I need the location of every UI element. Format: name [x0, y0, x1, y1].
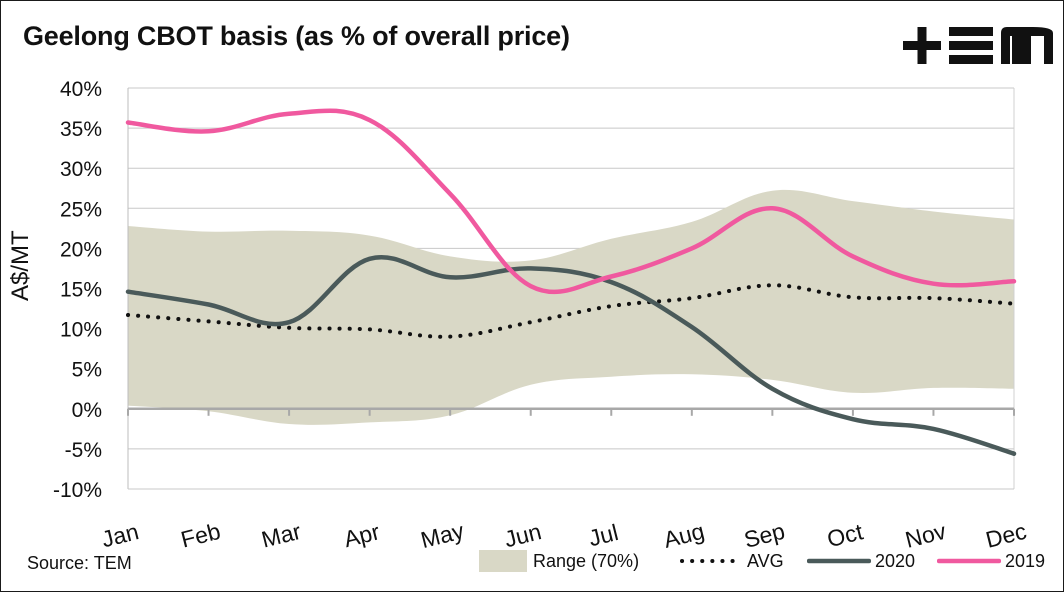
y-tick-label: 30%	[60, 158, 102, 181]
x-tick-label: Jun	[502, 518, 544, 549]
avg-series-line	[126, 283, 1016, 339]
legend-swatch-2019	[937, 558, 1001, 564]
x-tick-label: Feb	[178, 518, 223, 549]
x-tick-label: Jan	[99, 518, 141, 549]
2019-series-line	[125, 108, 1017, 295]
tem-logo-mark	[903, 27, 1053, 64]
y-tick-label: -10%	[53, 479, 102, 502]
y-tick-label: 0%	[72, 399, 102, 422]
legend-label-range: Range (70%)	[533, 550, 640, 571]
y-tick-label: -5%	[65, 439, 102, 462]
x-tick-label: Sep	[741, 518, 787, 549]
legend-item-avg: AVG	[679, 550, 784, 572]
legend-item-range: Range (70%)	[479, 550, 639, 572]
y-tick-label: 5%	[72, 359, 102, 382]
y-tick-label: 25%	[60, 198, 102, 221]
legend-swatch-2020	[807, 558, 871, 564]
y-tick-label: 10%	[60, 319, 102, 342]
source-note: Source: TEM	[27, 553, 132, 573]
2020-series-line	[125, 255, 1017, 456]
legend-item-2020: 2020	[807, 550, 915, 572]
legend-label-2020: 2020	[875, 550, 916, 571]
tem-logo	[903, 27, 1053, 72]
x-tick-label: Jul	[586, 519, 621, 549]
chart-plot: -10% -5% 0% 5% 10% 15% 20% 25% 30% 35% 40% Jan Feb Ma…	[53, 78, 1029, 549]
x-tick-label: Aug	[661, 518, 707, 549]
legend-swatch-avg	[680, 559, 738, 563]
legend-label-avg: AVG	[747, 550, 784, 571]
x-tick-label: May	[418, 517, 467, 549]
x-tick-label: Mar	[259, 518, 304, 549]
x-tick-label: Dec	[983, 518, 1029, 549]
range-area	[128, 189, 1014, 425]
axes	[127, 88, 1015, 490]
legend-label-2019: 2019	[1005, 550, 1046, 571]
legend-item-2019: 2019	[937, 550, 1045, 572]
y-tick-label: 20%	[60, 238, 102, 261]
chart-title: Geelong CBOT basis (as % of overall pric…	[23, 21, 570, 51]
x-tick-label: Apr	[341, 518, 382, 549]
y-tick-label: 15%	[60, 279, 102, 302]
x-tick-label: Oct	[824, 518, 866, 549]
legend-swatch-range	[479, 550, 527, 572]
y-tick-label: 35%	[60, 118, 102, 141]
x-tick-label: Nov	[903, 518, 949, 549]
y-tick-label: 40%	[60, 78, 102, 101]
